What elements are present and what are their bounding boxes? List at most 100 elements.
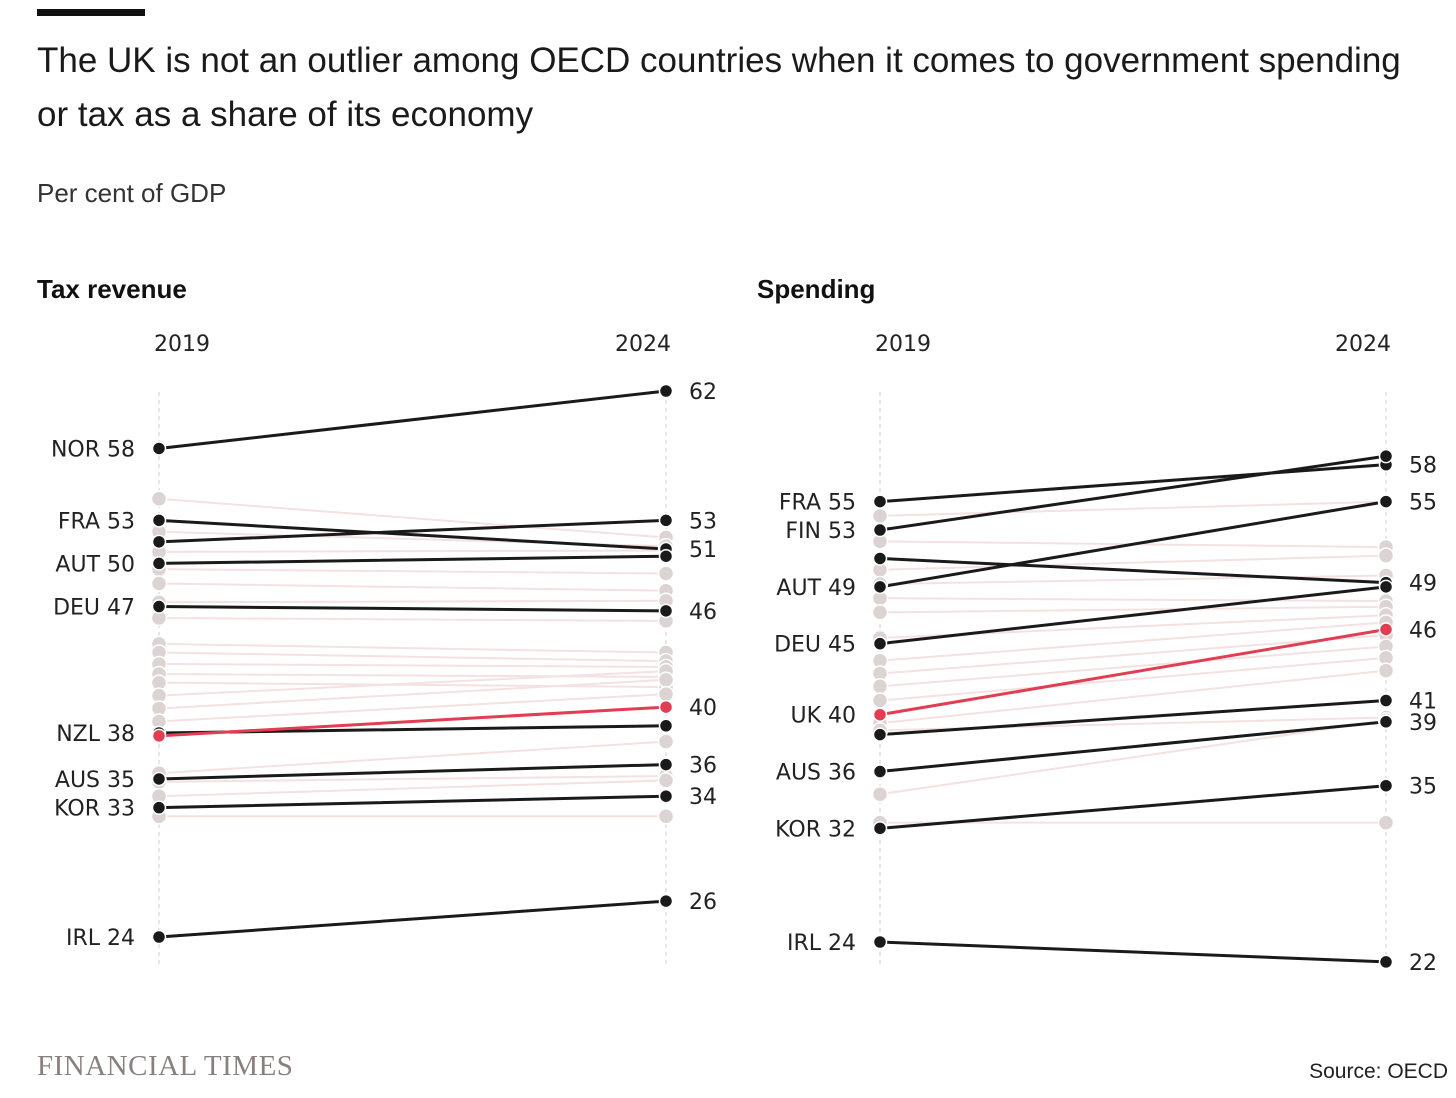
header-rule [37, 9, 145, 16]
spending-line-kor-22 [878, 784, 1388, 830]
tax-dot-kor-2024-26 [658, 788, 674, 804]
ft-logo: FINANCIAL TIMES [37, 1050, 294, 1082]
spending-line-unlabelled-17 [878, 556, 1388, 585]
spending-label-start-fin-1: FIN 53 [785, 519, 856, 544]
spending-dot-fin-2019-16 [872, 522, 888, 538]
tax-dot-unlabelled-2019-0 [150, 490, 168, 508]
spending-dot-aus-2019-21 [872, 764, 888, 779]
tax-line-unlabelled-16 [158, 775, 667, 783]
spending-dot-kor-2024-22 [1378, 778, 1394, 793]
spending-line-aus-21 [878, 720, 1388, 774]
tax-label-start-kor-8: KOR 33 [54, 797, 135, 822]
spending-dot-aus-2024-21 [1378, 714, 1394, 730]
spending-line-unlabelled-11 [879, 669, 1387, 725]
spending-line-unlabelled-20 [878, 699, 1388, 737]
spending-label-end-irl-9: 22 [1409, 951, 1437, 976]
spending-dot-unlabelled-2019-17 [872, 551, 888, 566]
spending-dot-unlabelled-2019-10 [871, 692, 889, 709]
spending-dot-kor-2019-22 [872, 821, 888, 836]
spending-dot-unlabelled-2024-20 [1378, 693, 1394, 708]
spending-label-end-unlabelled-2: 49 [1409, 572, 1437, 597]
spending-dot-aut-2024-18 [1378, 494, 1394, 509]
spending-dot-irl-2024-23 [1378, 954, 1394, 970]
spending-line-aut-18 [878, 500, 1388, 589]
tax-label-end-irl-9: 26 [689, 890, 717, 915]
spending-line-unlabelled-0 [879, 500, 1387, 517]
tax-label-end-unlabelled-2: 53 [689, 509, 717, 534]
tax-line-unlabelled-11 [158, 681, 667, 688]
tax-label-end-uk-5: 40 [689, 696, 717, 721]
tax-line-nor-19 [157, 389, 668, 450]
spending-dot-unlabelled-2024-14 [1377, 814, 1395, 831]
tax-label-start-fra-1: FRA 53 [58, 509, 135, 534]
tax-line-unlabelled-14 [158, 693, 667, 723]
tax-dot-irl-2024-27 [658, 893, 674, 909]
spending-label-end-aus-7: 39 [1409, 711, 1437, 736]
spending-line-uk-24 [878, 627, 1388, 717]
panel-title-spending: Spending [757, 274, 876, 304]
spending-label-start-fra-0: FRA 55 [779, 491, 856, 516]
tax-dot-uk-2019-28 [151, 728, 167, 744]
tax-dot-unlabelled-2024-3 [657, 565, 675, 582]
tax-dot-fra-2019-20 [151, 513, 167, 528]
tax-line-unlabelled-8 [158, 651, 667, 663]
tax-dot-uk-2024-28 [658, 699, 674, 715]
tax-label-start-nzl-6: NZL 38 [56, 722, 135, 747]
tax-dot-deu-2024-23 [658, 603, 674, 619]
spending-line-unlabelled-2 [879, 554, 1387, 571]
tax-dot-unlabelled-2019-4 [150, 575, 168, 592]
tax-label-start-deu-4: DEU 47 [53, 596, 135, 621]
tax-dot-irl-2019-27 [151, 929, 167, 945]
spending-dot-fin-2024-16 [1378, 448, 1394, 464]
spending-label-end-kor-8: 35 [1409, 775, 1437, 800]
spending-dot-uk-2019-24 [872, 707, 888, 722]
tax-dot-unlabelled-2024-13 [657, 671, 675, 689]
tax-label-end-nor-0: 62 [689, 380, 717, 405]
tax-dot-unlabelled-2024-15 [657, 733, 675, 750]
spending-line-irl-23 [878, 940, 1388, 964]
tax-line-unlabelled-6 [158, 617, 667, 622]
spending-dot-aut-2019-18 [872, 579, 888, 595]
spending-line-unlabelled-10 [879, 656, 1387, 702]
tax-line-unlabelled-13 [158, 678, 667, 710]
tax-line-kor-26 [157, 794, 668, 810]
tax-line-unlabelled-3 [158, 568, 667, 575]
panel-title-tax: Tax revenue [37, 274, 187, 304]
spending-line-deu-19 [878, 585, 1388, 646]
spending-dot-unlabelled-2019-9 [871, 678, 889, 695]
tax-label-start-nor-0: NOR 58 [51, 437, 135, 462]
tax-label-end-deu-4: 46 [689, 600, 717, 625]
tax-line-unlabelled-10 [158, 673, 667, 678]
tax-line-unlabelled-12 [158, 670, 667, 697]
spending-dot-unlabelled-2019-5 [871, 604, 889, 621]
spending-dot-unlabelled-2019-20 [872, 727, 888, 742]
spending-line-unlabelled-8 [879, 634, 1387, 675]
tax-line-unlabelled-0 [158, 497, 667, 539]
spending-line-unlabelled-13 [879, 719, 1387, 796]
tax-dot-unlabelled-2024-21 [658, 513, 674, 528]
spending-line-unlabelled-4 [879, 597, 1387, 603]
spending-year-label-2024: 2024 [1335, 332, 1391, 357]
tax-line-fra-20 [157, 518, 668, 551]
spending-label-start-aus-7: AUS 36 [776, 761, 856, 786]
tax-dot-unlabelled-2024-18 [657, 808, 675, 825]
tax-line-aus-25 [157, 763, 668, 781]
tax-dot-aut-2019-22 [151, 556, 167, 571]
spending-line-unlabelled-5 [879, 605, 1387, 614]
spending-dot-unlabelled-2019-13 [871, 786, 889, 803]
tax-line-unlabelled-17 [158, 779, 667, 798]
spending-dot-unlabelled-2024-11 [1377, 662, 1395, 679]
spending-dot-deu-2024-19 [1378, 579, 1394, 595]
spending-dot-uk-2024-24 [1378, 622, 1394, 637]
spending-label-end-uk-5: 46 [1409, 618, 1437, 643]
tax-dot-deu-2019-23 [151, 599, 167, 614]
tax-dot-aus-2024-25 [658, 757, 674, 772]
tax-line-unlabelled-15 [158, 740, 667, 775]
chart-subtitle: Per cent of GDP [37, 178, 227, 208]
spending-label-end-unlabelled-6: 41 [1409, 690, 1437, 715]
tax-dot-unlabelled-2024-17 [657, 772, 675, 789]
tax-dot-nor-2024-19 [658, 383, 674, 399]
spending-dot-unlabelled-2024-2 [1377, 547, 1395, 564]
spending-year-label-2019: 2019 [875, 332, 931, 357]
tax-dot-unlabelled-2024-14 [657, 685, 675, 703]
